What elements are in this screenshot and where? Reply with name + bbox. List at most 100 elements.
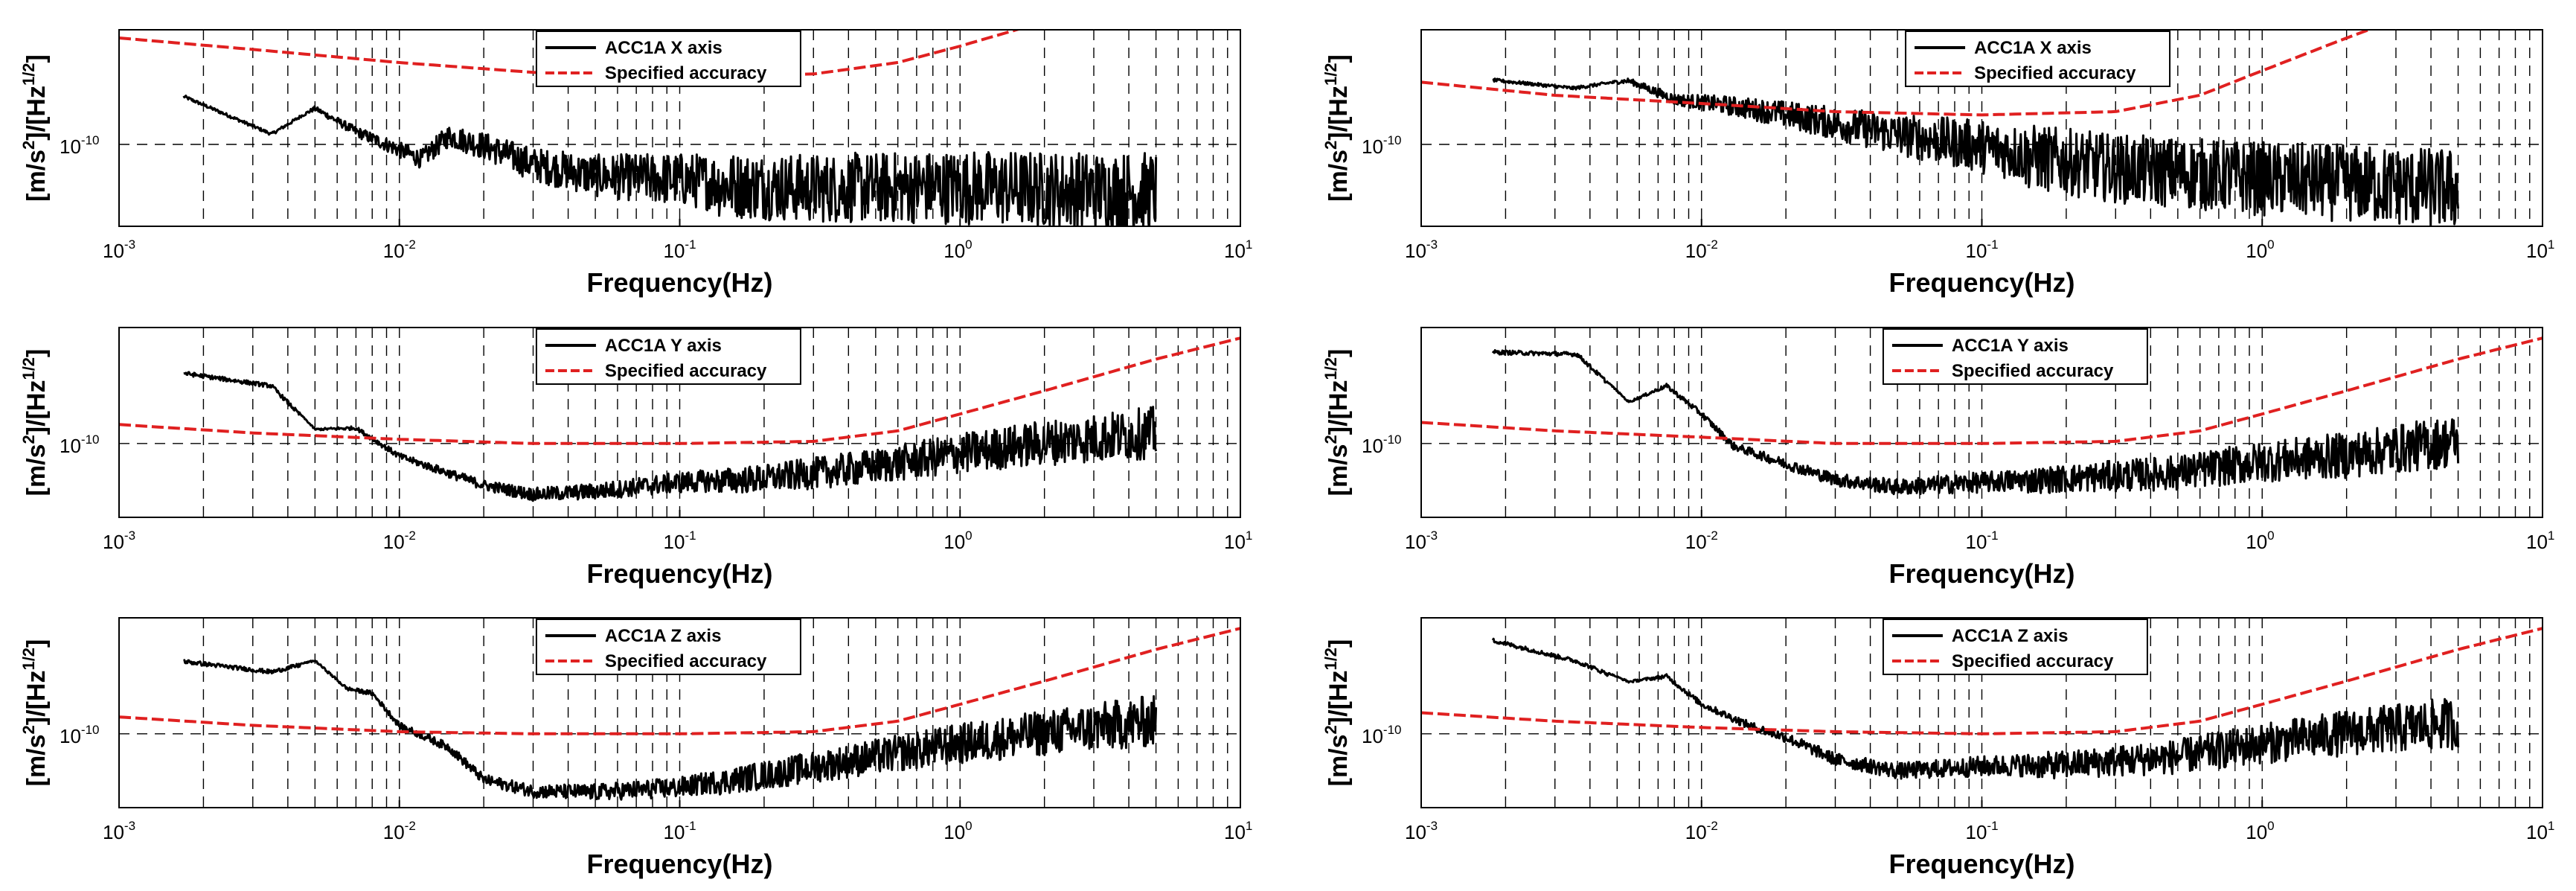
x-tick-exponent: 0	[965, 528, 972, 543]
x-tick-base: 10	[2526, 821, 2548, 843]
legend-label-measured: ACC1A Z axis	[1952, 626, 2069, 646]
y-tick-exponent: -10	[1383, 432, 1402, 447]
x-tick-exponent: -2	[405, 237, 416, 252]
x-axis-label: Frequency(Hz)	[586, 267, 772, 298]
y-label-unit: [m/s	[1324, 734, 1353, 786]
x-tick-base: 10	[1966, 821, 1987, 843]
series-measured	[183, 659, 1158, 801]
panel-left-x: 10-3 10-2 10-1 100 10110-10Frequency(Hz)[m/s…	[19, 29, 1252, 298]
y-label-unit: ]	[1324, 54, 1353, 63]
x-tick-exponent: 0	[965, 819, 972, 833]
x-tick-label: 10-2	[383, 819, 416, 843]
y-label-unit: [m/s	[1324, 150, 1353, 202]
x-tick-label: 10-2	[383, 528, 416, 553]
x-grid	[1505, 328, 2531, 517]
x-tick-label: 10-3	[1405, 528, 1438, 553]
x-tick-exponent: 1	[1246, 528, 1252, 543]
x-tick-exponent: 0	[2267, 528, 2274, 543]
y-tick-base: 10	[1362, 725, 1383, 747]
series-specified-accuracy	[1421, 336, 2543, 445]
y-tick-exponent: -10	[1383, 133, 1402, 147]
legend: ACC1A Y axis Specified accuracy	[535, 328, 801, 385]
x-tick-label: 10-1	[1966, 237, 1999, 262]
x-tick-exponent: -3	[1426, 237, 1438, 252]
y-label-exponent: 2	[1321, 725, 1340, 734]
y-tick-exponent: -10	[81, 133, 100, 147]
y-label-unit: ]/[Hz	[1324, 671, 1353, 726]
legend-box	[1882, 328, 2148, 385]
x-tick-exponent: 0	[2267, 819, 2274, 833]
y-axis-label: [m/s2]/[Hz1/2]	[1321, 639, 1353, 787]
legend-label-measured: ACC1A X axis	[1974, 38, 2092, 58]
y-label-exponent: 2	[1321, 435, 1340, 444]
x-tick-base: 10	[2246, 240, 2267, 262]
x-tick-exponent: 1	[2548, 528, 2554, 543]
y-tick-exponent: -10	[81, 432, 100, 447]
y-tick-base: 10	[60, 135, 81, 158]
y-label-unit: ]/[Hz	[22, 380, 51, 435]
y-tick-exponent: -10	[81, 723, 100, 737]
y-axis-label: [m/s2]/[Hz1/2]	[19, 639, 51, 787]
legend-label-specified: Specified accuracy	[1952, 361, 2114, 381]
x-tick-base: 10	[943, 240, 965, 262]
x-tick-exponent: -3	[124, 819, 135, 833]
x-tick-base: 10	[2246, 821, 2267, 843]
x-tick-exponent: 1	[1246, 237, 1252, 252]
series-measured	[183, 371, 1158, 502]
x-axis-label: Frequency(Hz)	[586, 849, 772, 879]
x-axis-label: Frequency(Hz)	[1888, 849, 2074, 879]
x-tick-exponent: 1	[1246, 819, 1252, 833]
x-tick-base: 10	[1405, 531, 1426, 553]
x-axis-label: Frequency(Hz)	[586, 558, 772, 589]
x-tick-base: 10	[1405, 240, 1426, 262]
series-measured	[1492, 77, 2460, 226]
x-tick-label: 10-1	[664, 819, 696, 843]
y-label-unit: [m/s	[1324, 444, 1353, 496]
x-tick-exponent: -3	[124, 237, 135, 252]
x-tick-exponent: -1	[685, 819, 696, 833]
x-tick-label: 10-2	[383, 237, 416, 262]
plot-area	[1421, 627, 2543, 780]
x-tick-base: 10	[2526, 531, 2548, 553]
x-axis-label: Frequency(Hz)	[1888, 267, 2074, 298]
y-label-exponent: 2	[1321, 141, 1340, 150]
x-tick-label: 100	[2246, 528, 2274, 553]
x-tick-label: 100	[2246, 237, 2274, 262]
x-tick-label: 10-1	[664, 528, 696, 553]
x-tick-exponent: -2	[1707, 528, 1718, 543]
x-tick-base: 10	[664, 240, 685, 262]
legend-box	[535, 619, 801, 675]
x-tick-exponent: -2	[405, 819, 416, 833]
y-tick-label: 10-10	[1362, 723, 1402, 747]
legend-label-specified: Specified accuracy	[1974, 63, 2136, 83]
legend-label-specified: Specified accuracy	[605, 63, 767, 83]
legend-label-specified: Specified accuracy	[605, 361, 767, 381]
x-tick-base: 10	[1966, 240, 1987, 262]
x-tick-base: 10	[664, 821, 685, 843]
y-label-unit: ]/[Hz	[1324, 86, 1353, 141]
y-label-exponent: 1/2	[1321, 357, 1340, 380]
y-tick-label: 10-10	[1362, 133, 1402, 158]
x-tick-label: 10-2	[1685, 528, 1718, 553]
legend-box	[1882, 619, 2148, 675]
x-tick-exponent: -1	[1987, 819, 1998, 833]
x-tick-base: 10	[383, 531, 405, 553]
x-tick-label: 10-2	[1685, 237, 1718, 262]
plot-area	[119, 336, 1240, 502]
x-tick-label: 10-3	[103, 819, 135, 843]
panel-right-y: 10-3 10-2 10-1 100 10110-10Frequency(Hz)[m/s…	[1321, 327, 2554, 589]
x-tick-exponent: -2	[1707, 237, 1718, 252]
x-tick-label: 10-1	[1966, 528, 1999, 553]
y-tick-base: 10	[1362, 435, 1383, 457]
plot-area	[1421, 336, 2543, 496]
y-tick-base: 10	[1362, 135, 1383, 158]
y-label-exponent: 1/2	[19, 63, 38, 86]
series-specified-accuracy	[1421, 627, 2543, 735]
y-label-unit: ]/[Hz	[22, 86, 51, 141]
legend: ACC1A Z axis Specified accuracy	[535, 619, 801, 675]
legend-label-measured: ACC1A X axis	[605, 38, 723, 58]
y-label-unit: ]	[22, 349, 51, 357]
y-axis-label: [m/s2]/[Hz1/2]	[19, 349, 51, 496]
x-tick-exponent: 1	[2548, 819, 2554, 833]
y-axis-label: [m/s2]/[Hz1/2]	[1321, 349, 1353, 496]
